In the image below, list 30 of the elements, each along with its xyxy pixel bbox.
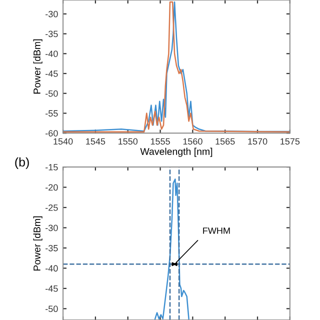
- y-tick-label: -20: [46, 184, 58, 191]
- y-tick-label: -40: [46, 50, 58, 58]
- text: (b): [15, 157, 29, 170]
- y-tick-label: -50: [46, 306, 58, 312]
- y-tick-label: -30: [46, 224, 58, 232]
- x-tick-label: 1565: [216, 138, 235, 145]
- y-tick-label: -25: [46, 204, 58, 211]
- x-tick-label: 1570: [248, 138, 268, 145]
- x-tick-label: 1540: [54, 138, 73, 145]
- y-axis-title: Power [dBm]: [33, 216, 42, 271]
- y-tick-label: -50: [46, 90, 58, 97]
- x-tick-label: 1550: [118, 138, 138, 145]
- x-tick-label: 1545: [86, 138, 106, 145]
- y-tick-label: -35: [46, 244, 58, 252]
- x-tick-label: 1575: [280, 138, 300, 145]
- x-axis-title: Wavelength [nm]: [140, 148, 212, 157]
- y-tick-label: -60: [46, 130, 58, 136]
- y-tick-label: -45: [46, 285, 58, 292]
- y-tick-label: -30: [46, 10, 58, 18]
- line-series: [63, 1, 290, 132]
- y-tick-label: -40: [46, 265, 58, 272]
- y-tick-label: -35: [46, 30, 58, 38]
- x-tick-label: 1555: [150, 138, 170, 145]
- y-tick-label: -55: [46, 110, 58, 117]
- y-tick-label: -45: [46, 70, 58, 77]
- y-tick-label: -15: [46, 164, 58, 170]
- y-axis-title: Power [dBm]: [33, 39, 42, 94]
- x-tick-label: 1560: [183, 138, 202, 145]
- line-series: [154, 178, 190, 320]
- annotation: FWHM: [203, 228, 230, 234]
